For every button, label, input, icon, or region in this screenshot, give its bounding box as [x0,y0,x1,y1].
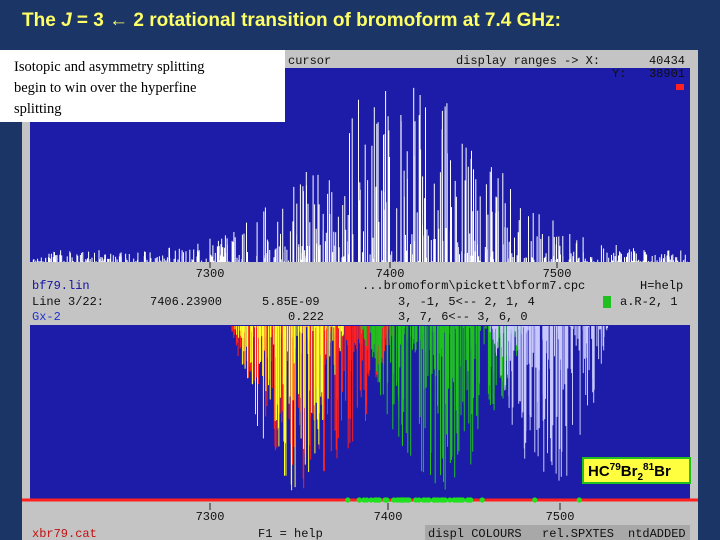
footer-button[interactable]: displ COLOURS [428,527,522,540]
lower-tick-label: 7400 [374,510,403,524]
help-hint: H=help [640,279,683,293]
note-line: begin to win over the hyperfine [14,80,196,96]
upper-axis [209,262,558,268]
line-frequency: 7406.23900 [150,295,222,309]
line-type: a.R-2, 1 [620,295,678,309]
legend-box [582,457,691,484]
selection: Gx-2 [32,310,61,324]
title-variable: J [61,10,72,31]
line-intensity: 5.85E-09 [262,295,320,309]
footer-button[interactable]: ntdADDED [628,527,686,540]
legend-part: HC [588,463,610,480]
slide-title: The J = 3 ← 2 rotational transition of b… [22,10,561,31]
note-line: splitting [14,101,62,117]
legend-superscript: 81 [643,462,655,473]
marker [576,497,582,503]
marker [413,497,419,503]
footer-bar [425,525,690,540]
title-rest: = 3 ← 2 rotational transition of bromofo… [72,10,561,31]
upper-tick-label: 7400 [376,267,405,281]
legend-part: Br [654,463,671,480]
legend-subscript: 2 [637,472,643,483]
marker [532,497,538,503]
colour-swatch [603,296,611,308]
line-quanta: 3, -1, 5<-- 2, 1, 4 [398,295,535,309]
note-line: Isotopic and asymmetry splitting [14,59,205,75]
marker [394,497,400,503]
legend-part: Br [621,463,638,480]
title-prefix: The [22,10,61,31]
y-label: Y: [612,67,626,81]
marker [465,497,471,503]
y-value: 38901 [649,67,685,81]
marker [439,497,445,503]
header-left: cursor [288,54,331,68]
file-path: ...bromoform\pickett\bform7.cpc [362,279,585,293]
lower-tick-label: 7300 [196,510,225,524]
line-value: 0.222 [288,310,324,324]
marker [451,497,457,503]
legend-superscript: 79 [610,462,622,473]
marker [455,497,461,503]
line-index: Line 3/22: [32,295,104,309]
lower-axis [209,503,561,510]
marker [479,497,485,503]
marker [422,497,428,503]
marker [406,497,412,503]
marker [345,497,351,503]
footer-file: xbr79.cat [32,527,97,540]
marker [374,497,380,503]
upper-spectrum [32,87,688,262]
line-markers [345,497,582,503]
marker [368,497,374,503]
prediction-lines [489,326,609,481]
spectrum-lines [32,87,688,262]
marker [356,497,362,503]
line-quanta: 3, 7, 6<-- 3, 6, 0 [398,310,528,324]
marker [425,497,431,503]
footer-help: F1 = help [258,527,323,540]
marker [433,497,439,503]
footer-button[interactable]: rel.SPXTES [542,527,614,540]
legend-label: HC79Br281Br [588,462,671,483]
header-right: display ranges -> X: [456,54,600,68]
prediction-lines [234,326,345,491]
marker [361,497,367,503]
lower-spectrum [229,326,609,491]
upper-tick-label: 7300 [196,267,225,281]
upper-tick-label: 7500 [543,267,572,281]
note-box [0,50,285,122]
lower-tick-label: 7500 [546,510,575,524]
marker [383,497,389,503]
x-value: 40434 [649,54,685,68]
marker [447,497,453,503]
cursor-marker [676,84,684,90]
file-name: bf79.lin [32,279,90,293]
